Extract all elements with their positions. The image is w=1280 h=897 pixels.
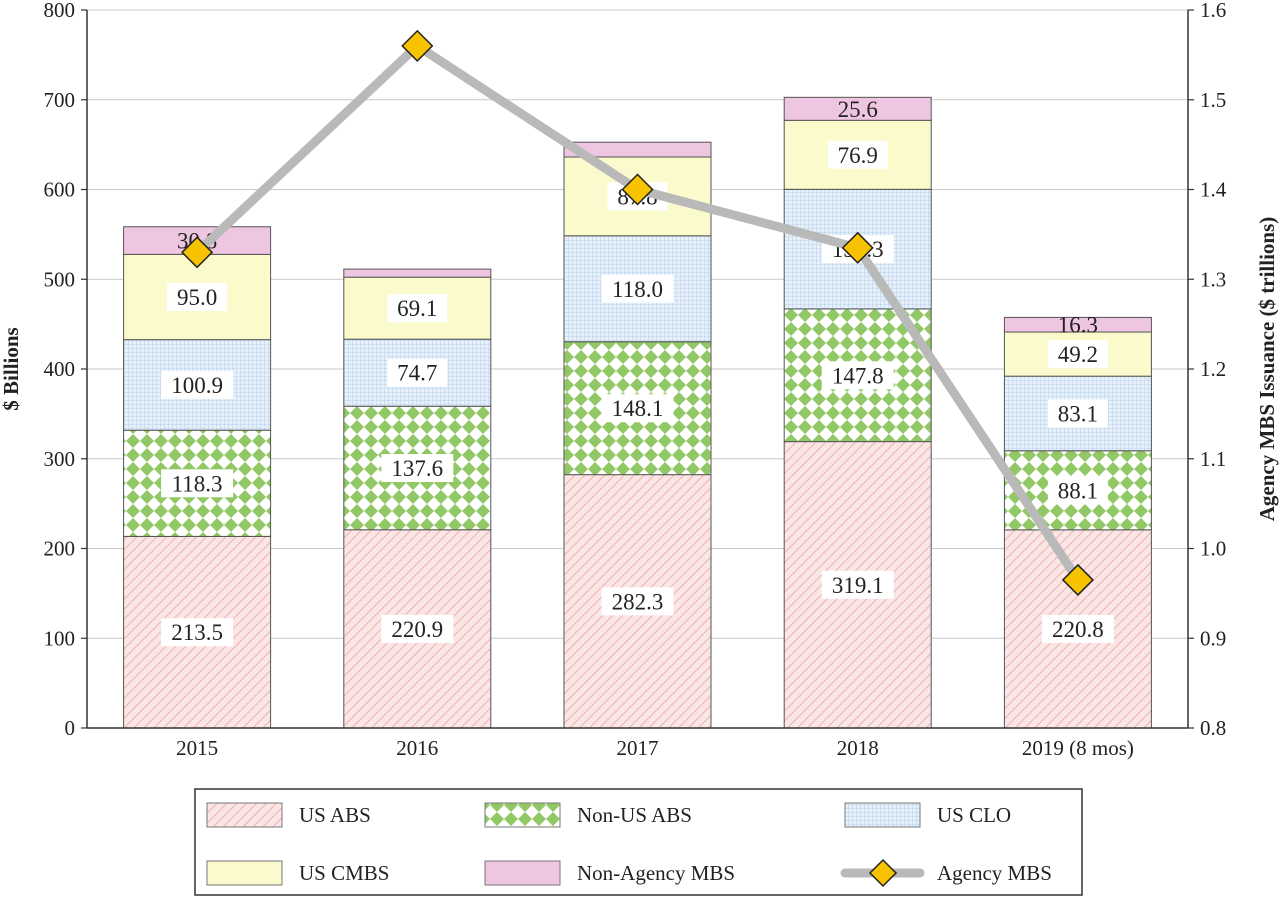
legend-label-us-cmbs: US CMBS: [299, 861, 389, 885]
value-label-box: [1047, 399, 1108, 428]
value-label: 88.1: [1058, 478, 1098, 503]
value-label: 118.0: [612, 277, 663, 302]
legend-label-agency-mbs: Agency MBS: [937, 861, 1052, 885]
value-label-box: [601, 274, 674, 303]
agency-mbs-marker: [181, 236, 214, 269]
legend-swatch-non-agency-mbs: [484, 860, 561, 886]
value-label-box: [161, 469, 234, 498]
agency-mbs-marker: [621, 173, 654, 206]
y2-tick-label: 1.4: [1200, 178, 1227, 202]
x-tick-label: 2015: [176, 736, 218, 760]
value-label-box: [167, 283, 228, 312]
y2-axis-title: Agency MBS Issuance ($ trillions): [1255, 217, 1279, 522]
value-label-box: [161, 370, 234, 399]
y2-tick-label: 0.8: [1200, 716, 1226, 740]
value-label-box: [601, 394, 674, 423]
y2-tick-label: 1.0: [1200, 537, 1226, 561]
y2-tick-label: 0.9: [1200, 626, 1226, 650]
y-tick-label: 400: [44, 357, 76, 381]
value-label: 147.8: [832, 363, 884, 388]
bar-non-agency-mbs-2018: [783, 96, 932, 121]
value-label-box: [601, 587, 674, 616]
y2-tick-label: 1.5: [1200, 88, 1226, 112]
legend-label-us-clo: US CLO: [937, 803, 1011, 827]
value-label-box: [1047, 476, 1108, 505]
y-axis-title: $ Billions: [0, 327, 23, 410]
value-label-box: [821, 361, 894, 390]
bar-non-agency-mbs-2017: [563, 141, 712, 158]
value-label: 69.1: [397, 296, 437, 321]
y-tick-label: 200: [44, 537, 76, 561]
tick-labels: 0 100 200 300 400 500 600 700 800 0.8 0.9 1.0 1.1 1.2…: [44, 0, 1227, 760]
value-label: 220.9: [391, 617, 443, 642]
legend: US ABS Non-US ABS US CLO US CMBS Non-Agency …: [194, 788, 1083, 896]
y2-tick-label: 1.3: [1200, 267, 1226, 291]
bar-us-cmbs-2016: [343, 276, 492, 340]
legend-swatch-us-abs: [206, 802, 283, 828]
segment-value-labels: 213.5118.3100.995.030.8220.9137.674.769.…: [161, 97, 1114, 647]
value-label: 282.3: [612, 589, 664, 614]
agency-mbs-marker: [841, 231, 874, 264]
legend-label-non-agency-mbs: Non-Agency MBS: [577, 861, 735, 885]
value-label: 74.7: [397, 361, 437, 386]
y-tick-label: 600: [44, 178, 76, 202]
value-label-box: [1041, 614, 1114, 643]
x-tick-label: 2019 (8 mos): [1022, 736, 1134, 760]
value-label: 137.6: [391, 456, 443, 481]
value-label: 220.8: [1052, 617, 1104, 642]
value-label: 25.6: [838, 97, 878, 122]
y2-tick-label: 1.2: [1200, 357, 1226, 381]
bar-non-agency-mbs-2016: [343, 268, 492, 278]
legend-marker-agency-mbs: [868, 858, 898, 888]
x-tick-label: 2016: [396, 736, 438, 760]
y-tick-label: 300: [44, 447, 76, 471]
y2-tick-label: 1.6: [1200, 0, 1226, 22]
value-label: 76.9: [838, 143, 878, 168]
y-tick-label: 800: [44, 0, 76, 22]
value-label-box: [387, 358, 448, 387]
y2-tick-label: 1.1: [1200, 447, 1226, 471]
value-label: 49.2: [1058, 342, 1098, 367]
bar-non-agency-mbs-2019-8-mos: [1003, 316, 1152, 333]
value-label-box: [1047, 340, 1108, 369]
y-tick-label: 100: [44, 626, 76, 650]
value-label: 83.1: [1058, 401, 1098, 426]
y-tick-label: 0: [65, 716, 76, 740]
x-tick-label: 2017: [617, 736, 659, 760]
x-tick-label: 2018: [837, 736, 879, 760]
value-label-box: [821, 570, 894, 599]
legend-swatch-non-us-abs: [484, 802, 561, 828]
value-label: 16.3: [1058, 313, 1098, 338]
y-tick-label: 700: [44, 88, 76, 112]
value-label: 213.5: [171, 620, 223, 645]
value-label: 319.1: [832, 573, 884, 598]
value-label-box: [381, 453, 454, 482]
value-label: 95.0: [177, 285, 217, 310]
y-tick-label: 500: [44, 267, 76, 291]
value-label-box: [387, 294, 448, 323]
value-label: 100.9: [171, 373, 223, 398]
value-label: 148.1: [612, 396, 664, 421]
agency-mbs-line: [181, 29, 1094, 596]
value-label-box: [381, 614, 454, 643]
legend-label-us-abs: US ABS: [299, 803, 371, 827]
agency-mbs-marker: [401, 29, 434, 62]
value-label: 118.3: [172, 471, 223, 496]
legend-swatch-us-cmbs: [206, 860, 283, 886]
legend-frame: [194, 788, 1083, 896]
legend-swatch-us-clo: [844, 802, 921, 828]
value-label-box: [161, 618, 234, 647]
agency-mbs-marker: [1061, 563, 1094, 596]
legend-label-non-us-abs: Non-US ABS: [577, 803, 692, 827]
value-label-box: [827, 140, 888, 169]
